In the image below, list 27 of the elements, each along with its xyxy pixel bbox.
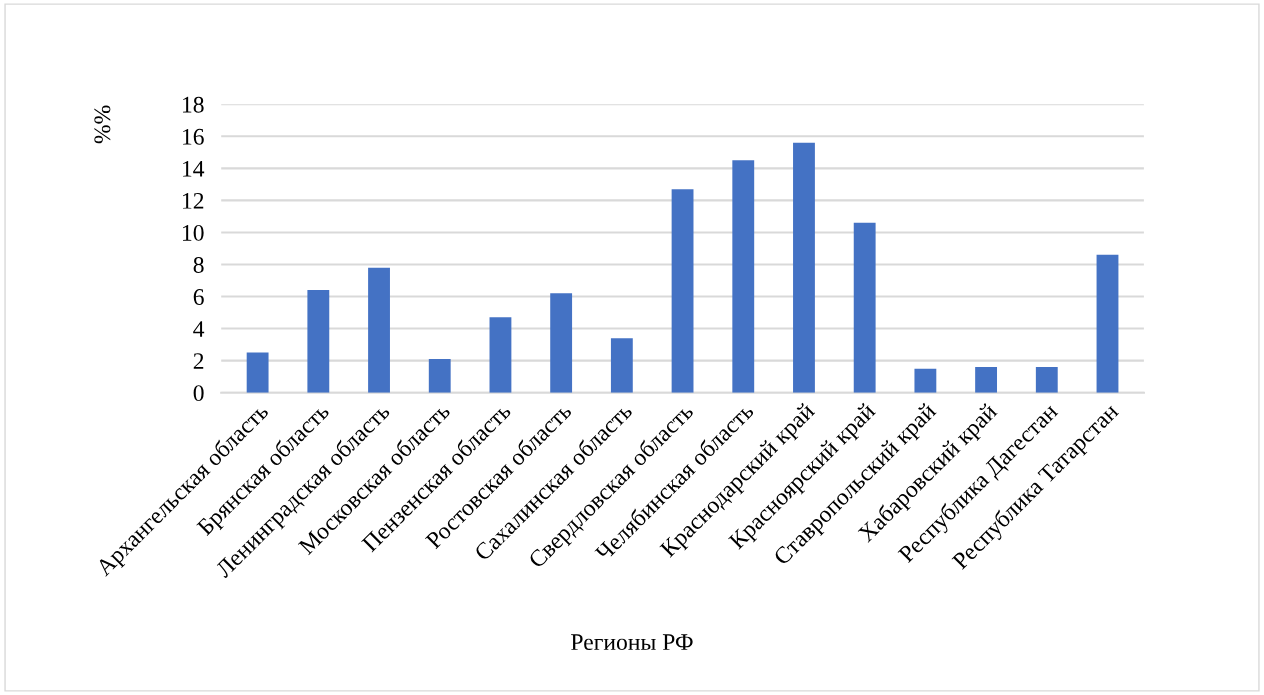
bar: [1096, 254, 1119, 393]
y-tick-label: 10: [183, 224, 204, 241]
bar: [246, 352, 269, 393]
bar: [489, 317, 512, 393]
y-tick-label: 0: [193, 385, 204, 402]
y-tick-label: 12: [183, 192, 204, 209]
y-tick-label: 8: [193, 256, 204, 273]
bar: [550, 293, 573, 393]
bar: [975, 367, 998, 393]
y-tick-label: 6: [193, 289, 204, 305]
bar: [914, 368, 937, 393]
y-tick-label: 16: [183, 128, 204, 145]
bar: [610, 338, 633, 393]
y-tick-label: 18: [183, 96, 204, 113]
bar: [671, 189, 694, 393]
bar: [853, 222, 876, 393]
x-axis-title: Регионы РФ: [571, 634, 693, 651]
y-tick-label: 14: [183, 160, 205, 177]
bar: [428, 359, 451, 393]
bar: [368, 267, 390, 393]
y-tick-label: 2: [193, 353, 204, 369]
y-axis-title: %%: [94, 105, 111, 144]
bar: [1035, 367, 1058, 393]
bar: [732, 160, 755, 393]
bar: [793, 142, 815, 393]
y-tick-label: 4: [193, 321, 205, 337]
bar: [307, 290, 330, 393]
